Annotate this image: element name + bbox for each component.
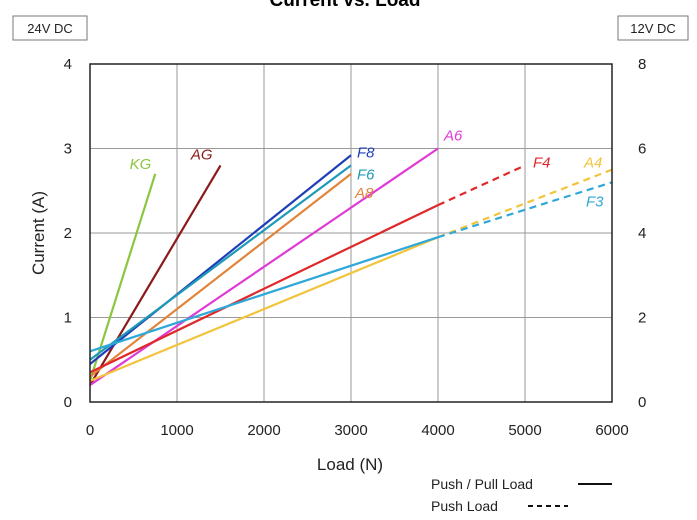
series-label-f8: F8: [357, 144, 375, 161]
left-axis-badge-label: 24V DC: [27, 21, 73, 36]
grid-lines: [90, 64, 612, 402]
y2-tick-label: 4: [638, 225, 646, 242]
chart-title: Current vs. Load: [270, 0, 421, 11]
series-line-a4: [89, 236, 439, 382]
y2-tick-label: 8: [638, 56, 646, 73]
right-axis-badge: 12V DC: [617, 15, 689, 41]
x-axis-title: Load (N): [317, 455, 383, 474]
series-line-f8: [89, 154, 352, 365]
y-axis-title: Current (A): [29, 191, 48, 275]
y-tick-label: 4: [64, 56, 72, 73]
x-tick-label: 4000: [421, 422, 454, 439]
left-axis-badge: 24V DC: [12, 15, 88, 41]
legend-item-dashed-label: Push Load: [431, 498, 498, 514]
y2-tick-label: 6: [638, 141, 646, 158]
right-axis-badge-label: 12V DC: [630, 21, 676, 36]
y-tick-label: 1: [64, 310, 72, 327]
y2-tick-label: 0: [638, 394, 646, 411]
legend: Push / Pull Load Push Load: [431, 476, 612, 514]
series-layer: [88, 147, 613, 387]
series-line-f3: [89, 236, 439, 353]
y-tick-label: 2: [64, 225, 72, 242]
series-label-f4: F4: [533, 154, 551, 171]
series-push-line-f4: [437, 164, 526, 207]
legend-item-solid-label: Push / Pull Load: [431, 476, 533, 492]
series-labels: KG AG F8 F6 A8 A6 F4 A4 F3: [130, 128, 605, 211]
series-line-f4: [89, 204, 439, 374]
x-tick-label: 1000: [160, 422, 193, 439]
axis-ticks: 0 1000 2000 3000 4000 5000 6000 0 1 2 3 4 0 2 4 6 8: [64, 56, 647, 439]
x-tick-label: 6000: [595, 422, 628, 439]
series-push-line-f3: [437, 181, 613, 239]
series-label-ag: AG: [190, 146, 213, 163]
y2-tick-label: 2: [638, 310, 646, 327]
series-line-ag: [89, 164, 222, 386]
x-tick-label: 3000: [334, 422, 367, 439]
series-line-a8: [89, 172, 352, 378]
x-tick-label: 5000: [508, 422, 541, 439]
series-label-a6: A6: [443, 128, 463, 145]
series-line-f6: [89, 164, 352, 361]
series-label-f6: F6: [357, 166, 375, 183]
y-tick-label: 3: [64, 141, 72, 158]
series-line-kg: [88, 173, 157, 382]
series-label-a8: A8: [354, 185, 374, 202]
series-label-a4: A4: [583, 155, 602, 172]
y-tick-label: 0: [64, 394, 72, 411]
series-label-f3: F3: [586, 193, 604, 210]
x-tick-label: 2000: [247, 422, 280, 439]
plot-frame: [89, 63, 613, 403]
series-label-kg: KG: [130, 156, 152, 173]
x-tick-label: 0: [86, 422, 94, 439]
